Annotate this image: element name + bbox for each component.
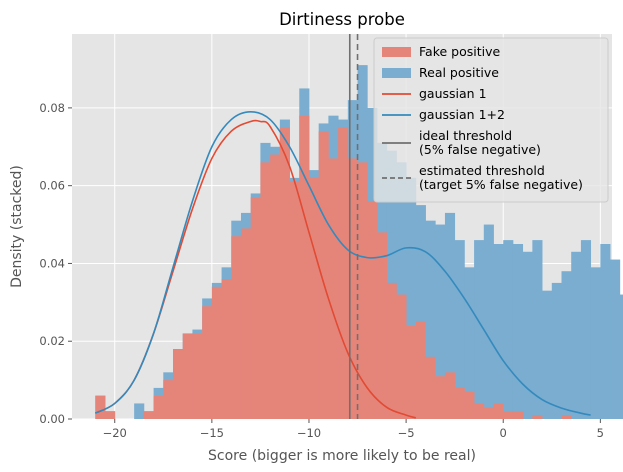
real-positive-bar xyxy=(580,240,592,419)
legend-label: Real positive xyxy=(419,65,499,80)
fake-positive-bar xyxy=(512,411,524,419)
real-positive-bar xyxy=(483,224,494,419)
real-positive-bar xyxy=(551,282,562,419)
fake-positive-bar xyxy=(454,387,465,419)
fake-positive-bar xyxy=(143,411,154,419)
x-tick-label: −10 xyxy=(297,426,321,440)
ticks: −20 −15 −10 −5 0 5 0.00 0.02 0.04 0.06 0.08 xyxy=(39,101,604,440)
fake-positive-bar xyxy=(192,333,203,419)
fake-positive-bar xyxy=(173,349,184,419)
real-positive-bar xyxy=(590,267,601,419)
real-positive-bar xyxy=(619,294,623,419)
real-positive-bar xyxy=(522,251,533,419)
fake-positive-bar xyxy=(221,279,232,419)
x-tick-label: 5 xyxy=(597,426,604,440)
real-positive-bar xyxy=(493,244,504,419)
real-positive-bar xyxy=(503,240,514,419)
real-positive-bar xyxy=(542,290,553,419)
legend-label: Fake positive xyxy=(419,44,500,59)
legend-label: (target 5% false negative) xyxy=(419,177,583,192)
fake-positive-bar xyxy=(503,411,514,419)
fake-positive-bar xyxy=(95,395,106,419)
legend-box xyxy=(373,37,609,203)
fake-positive-bar xyxy=(347,158,358,419)
y-tick-label: 0.08 xyxy=(39,101,65,115)
fake-positive-bar xyxy=(425,356,436,419)
fake-positive-bar xyxy=(464,391,475,419)
fake-positive-bar xyxy=(357,162,368,420)
fake-positive-bar xyxy=(270,154,281,420)
real-positive-bar xyxy=(396,162,407,420)
fake-positive-bar xyxy=(328,158,339,419)
fake-positive-bar xyxy=(308,177,320,419)
legend-label: (5% false negative) xyxy=(419,142,541,157)
fake-positive-bar xyxy=(493,403,504,419)
x-tick-label: −5 xyxy=(398,426,415,440)
legend: Fake positive Real positive gaussian 1 gaus… xyxy=(373,37,609,203)
y-tick-label: 0.06 xyxy=(39,179,65,193)
x-tick-label: −15 xyxy=(200,426,224,440)
legend-swatch xyxy=(382,47,411,57)
fake-positive-bar xyxy=(474,403,485,419)
fake-positive-bar xyxy=(299,115,310,420)
legend-label: ideal threshold xyxy=(419,128,512,143)
real-positive-bar xyxy=(435,224,446,419)
x-tick-label: 0 xyxy=(500,426,507,440)
fake-positive-bar xyxy=(318,131,329,419)
x-tick-label: −20 xyxy=(103,426,127,440)
fake-positive-bar xyxy=(367,201,378,419)
y-tick-label: 0.04 xyxy=(39,256,65,270)
x-axis-title: Score (bigger is more likely to be real) xyxy=(208,448,476,464)
real-positive-bar xyxy=(415,205,426,419)
fake-positive-bar xyxy=(202,306,213,419)
fake-positive-bar xyxy=(231,236,242,419)
real-positive-bar xyxy=(600,244,611,419)
curves xyxy=(94,34,591,419)
gaussian-1-2-line xyxy=(94,110,591,416)
fake-positive-bar xyxy=(376,232,388,419)
fake-positive-bar xyxy=(435,376,446,419)
fake-positive-bar xyxy=(260,162,271,420)
real-positive-bar xyxy=(406,177,417,419)
real-positive-bar xyxy=(474,240,485,419)
fake-positive-bar xyxy=(105,411,116,419)
legend-label: gaussian 1+2 xyxy=(419,107,505,122)
real-positive-bar xyxy=(464,267,475,419)
real-positive-bar xyxy=(444,212,456,419)
real-positive-bar xyxy=(571,251,582,419)
fake-positive-bar xyxy=(483,407,494,419)
fake-positive-bar xyxy=(289,181,300,419)
real-positive-bar xyxy=(454,240,465,419)
fake-positive-bars xyxy=(95,115,572,420)
real-positive-bar xyxy=(610,259,621,419)
real-positive-bar xyxy=(512,244,524,419)
legend-label: estimated threshold xyxy=(419,163,545,178)
fake-positive-bar xyxy=(338,127,349,419)
fake-positive-bar xyxy=(415,321,426,419)
fake-positive-bar xyxy=(396,294,407,419)
fake-positive-bar xyxy=(279,127,290,419)
fake-positive-bar xyxy=(444,372,456,419)
real-positive-bar xyxy=(425,220,436,419)
real-positive-bar xyxy=(561,271,572,419)
legend-swatch xyxy=(382,68,411,78)
fake-positive-bar xyxy=(211,286,222,419)
y-tick-label: 0.02 xyxy=(39,334,65,348)
fake-positive-bar xyxy=(182,333,193,419)
fake-positive-bar xyxy=(163,380,174,419)
fake-positive-bar xyxy=(250,197,261,419)
y-tick-label: 0.00 xyxy=(39,412,65,426)
fake-positive-bar xyxy=(386,282,397,419)
fake-positive-bar xyxy=(532,415,543,419)
fake-positive-bar xyxy=(240,228,252,419)
real-positive-bar xyxy=(134,403,145,419)
y-axis-title: Density (stacked) xyxy=(9,165,25,288)
fake-positive-bar xyxy=(406,325,417,419)
fake-positive-bar xyxy=(561,415,572,419)
legend-label: gaussian 1 xyxy=(419,86,487,101)
chart-title: Dirtiness probe xyxy=(279,10,405,29)
fake-positive-bar xyxy=(153,395,164,419)
real-positive-bar xyxy=(532,240,543,419)
